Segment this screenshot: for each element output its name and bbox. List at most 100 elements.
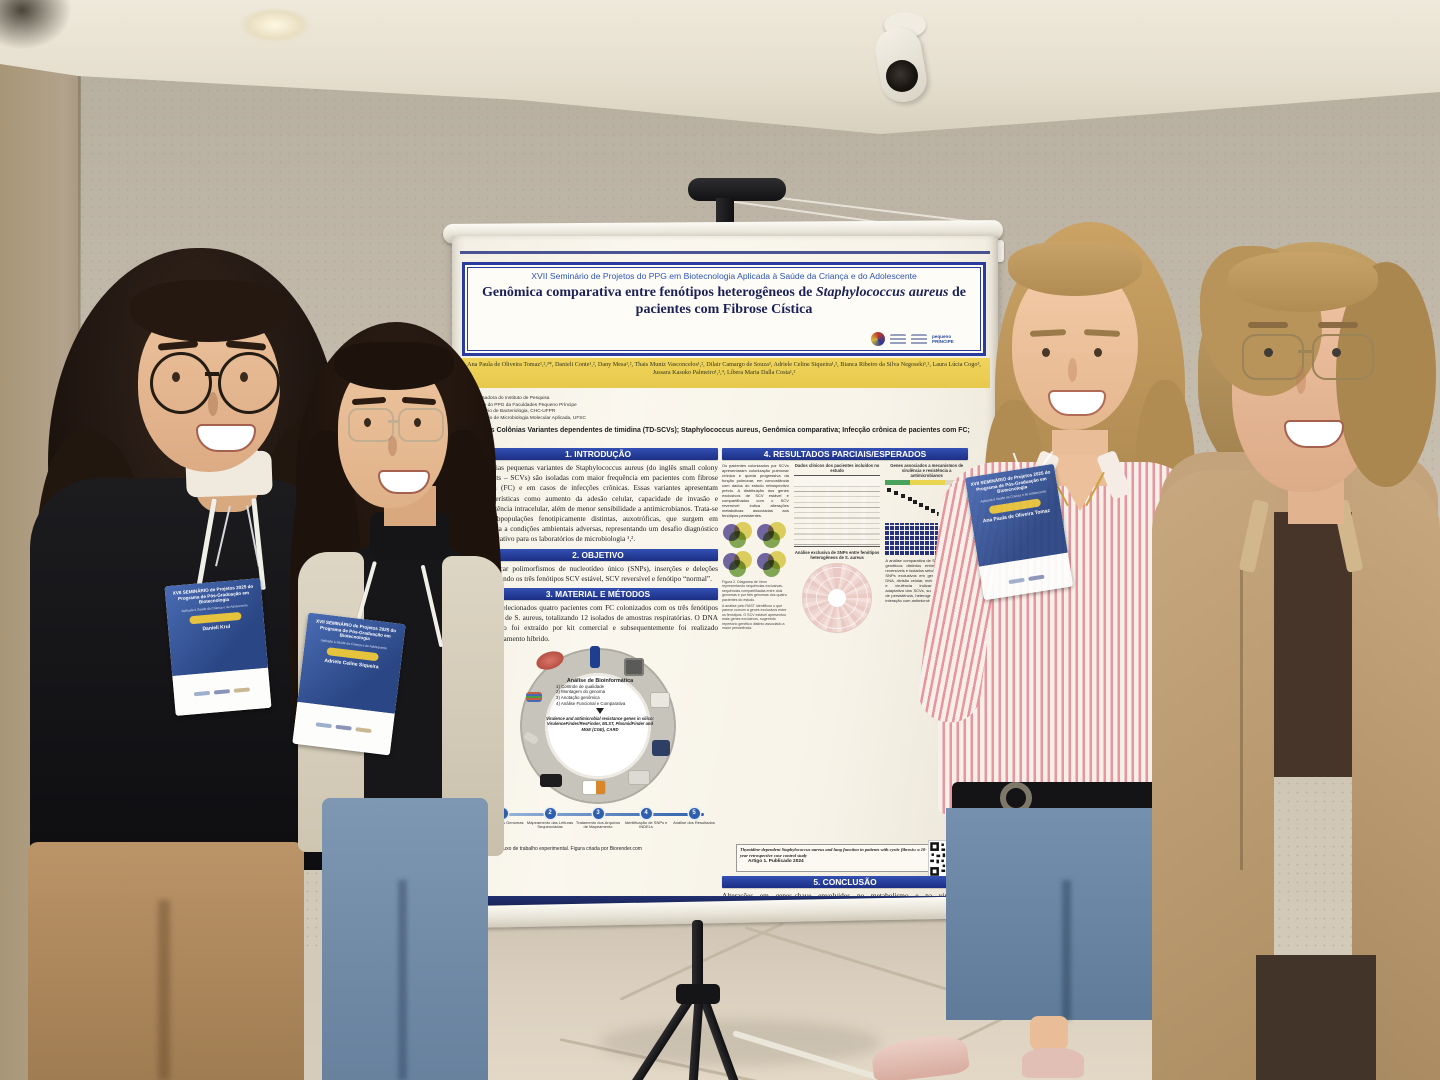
workflow-step-1: 1) Controle de qualidade xyxy=(556,683,605,689)
timeline-step: 3 Tratamento dos Arquivos de Mapeamento xyxy=(574,807,622,830)
person1-badge: XVII SEMINÁRIO de Projetos 2025 do Progr… xyxy=(164,578,272,716)
affiliations: ¹Pesquisadora do Instituto de Pesquisa ²… xyxy=(466,396,766,422)
person1-glasses-left-lens xyxy=(150,352,212,414)
person2-glasses-right-lens xyxy=(398,408,444,442)
timeline-dot: 3 xyxy=(592,807,604,819)
venn-green-circle xyxy=(729,560,746,577)
badge-logo-icon xyxy=(213,689,231,695)
badge-logo-icon xyxy=(335,724,352,731)
article-title: Thymidine-dependent Staphylococcus aureu… xyxy=(740,847,927,858)
published-article-box: Thymidine-dependent Staphylococcus aureu… xyxy=(736,844,936,872)
down-arrow-icon xyxy=(596,708,604,715)
venn-diagram xyxy=(756,550,788,577)
timeline-dot: 4 xyxy=(640,807,652,819)
research-poster: XVII Seminário de Projetos do PPG em Bio… xyxy=(452,236,998,912)
article-status: Artigo 1. Publicado 2024 xyxy=(748,859,804,865)
person3-smile xyxy=(1048,390,1106,416)
seminar-title: XVII Seminário de Projetos do PPG em Bio… xyxy=(531,271,917,281)
badge-logo-icon xyxy=(315,722,332,729)
snp-analysis-title: Análise exclusiva de SNPs entre fenótipo… xyxy=(794,550,880,560)
person1-hairline xyxy=(130,280,288,342)
stand-shadow xyxy=(600,1020,880,1066)
person2-glasses-bridge xyxy=(388,420,400,423)
gene-presence-plot xyxy=(885,487,968,523)
authors-bar: Ana Paula de Oliveira Tomaz¹,²,³*, Danie… xyxy=(458,358,990,388)
timeline-label: Mapeamento das Leituras Sequenciadas xyxy=(526,819,574,830)
badge-logo-icon xyxy=(1028,574,1045,582)
person3-pink-shoe-2 xyxy=(1022,1048,1084,1078)
workflow-step-4: 4) Análise Funcional e Comparativa xyxy=(556,700,626,706)
badge-logo-icon xyxy=(233,687,250,693)
badge-name: Danieli Krul xyxy=(202,623,231,633)
person2-glasses-left-lens xyxy=(348,408,394,442)
person1-pants-seam xyxy=(158,900,170,1080)
poster-title-box-inner: XVII Seminário de Projetos do PPG em Bio… xyxy=(467,267,981,351)
rast-note: A análise pelo RAST identificou o que pa… xyxy=(722,604,787,631)
person2-smile xyxy=(378,470,430,494)
person2-nose xyxy=(388,436,397,456)
person2-left-eye xyxy=(364,418,371,427)
clinical-data-table xyxy=(793,475,880,547)
person2-badge: XVII SEMINÁRIO de Projetos 2025 do Progr… xyxy=(292,612,406,756)
recessed-light xyxy=(240,8,310,42)
workflow-tools-text: Virulence and antimicrobial resistance g… xyxy=(546,716,654,732)
person4-glasses-left-lens xyxy=(1242,334,1304,380)
tube-icon xyxy=(590,645,600,668)
printer-device-icon xyxy=(650,691,670,708)
person4-hairline xyxy=(1228,252,1378,312)
person1-pants xyxy=(28,842,304,1080)
affiliation-2: ²Discente do PPG da Faculdades Pequeno P… xyxy=(466,402,577,408)
title-post: de pacientes com Fibrose Cística xyxy=(635,285,966,317)
venn-green-circle xyxy=(763,560,781,577)
tripod-hub xyxy=(676,984,720,1004)
methods-text: Foram selecionados quatro pacientes com … xyxy=(478,603,718,643)
person4-pants xyxy=(1256,955,1376,1080)
person4-right-eyebrow xyxy=(1318,322,1358,328)
person4-sleeve-seam xyxy=(1240,570,1243,870)
timeline-label: Tratamento dos Arquivos de Mapeamento xyxy=(575,819,621,830)
figure2-caption: Figura 2. Diagrama de Venn representando… xyxy=(722,580,787,602)
venn-diagram xyxy=(756,521,788,548)
plot-dots xyxy=(887,488,891,492)
venn-green-circle xyxy=(763,531,781,548)
poster-main-title: Genômica comparativa entre fenótipos het… xyxy=(474,284,974,318)
person3-jeans-seam xyxy=(1062,880,1071,1020)
badge-logo-icon xyxy=(1008,577,1025,585)
institute-logo-icon xyxy=(871,332,885,346)
venn-diagram xyxy=(722,550,754,577)
section-header-methods: 3. MATERIAL E MÉTODOS xyxy=(478,588,718,601)
results-left-text: Os pacientes colonizados por SCVs aprese… xyxy=(722,463,789,518)
person3-ankle xyxy=(1030,1016,1068,1050)
person2-jeans xyxy=(322,798,488,1080)
intro-text: Colônias pequenas variantes de Staphyloc… xyxy=(478,463,718,544)
title-logo-row: pequeno PRÍNCIPE xyxy=(871,332,974,346)
timeline-step: 4 Identificação de SNPs e INDELs xyxy=(622,807,670,830)
snp-comparison-text: A análise comparativa de SNPs revelou pe… xyxy=(885,558,968,603)
venn-diagrams xyxy=(722,521,789,577)
objective-text: Identificar polimorfismos de nucleotídeo… xyxy=(478,563,718,583)
gene-chart-colorbar xyxy=(885,480,968,485)
badge-footer xyxy=(172,667,272,716)
person4-left-eyebrow xyxy=(1248,322,1288,328)
person4-left-eye xyxy=(1264,348,1273,357)
section-header-conclusion: 5. CONCLUSÃO xyxy=(722,876,968,888)
gel-plate-icon xyxy=(628,769,650,785)
person3-hairline xyxy=(1008,242,1142,296)
person1-nose xyxy=(208,392,218,416)
results-sub-left: Os pacientes colonizados por SCVs aprese… xyxy=(722,463,789,635)
stand-bracket-bar xyxy=(688,178,786,201)
poster-stitch-line xyxy=(460,251,990,254)
results-sub-middle: Dados clínicos dos pacientes incluídos n… xyxy=(793,463,881,635)
security-camera-lens xyxy=(886,60,918,92)
venn-green-circle xyxy=(729,531,746,548)
workflow-step-2: 2) Montagem do genoma xyxy=(556,689,606,695)
affiliation-3: ³Laboratório de Bacteriologia, CHC-UFPR xyxy=(466,409,556,415)
reagent-strips-icon xyxy=(526,691,542,702)
person1-glasses-right-lens xyxy=(218,352,280,414)
person3-badge: XVII SEMINÁRIO de Projetos 2025 do Progr… xyxy=(964,463,1074,601)
badge-top: XVII SEMINÁRIO de Projetos 2025 do Progr… xyxy=(297,612,406,714)
figure1-caption: Figura 1. Fluxo de trabalho experimental… xyxy=(478,845,642,852)
workflow-center: Análise de Bioinformática 1) Controle de… xyxy=(546,678,654,778)
